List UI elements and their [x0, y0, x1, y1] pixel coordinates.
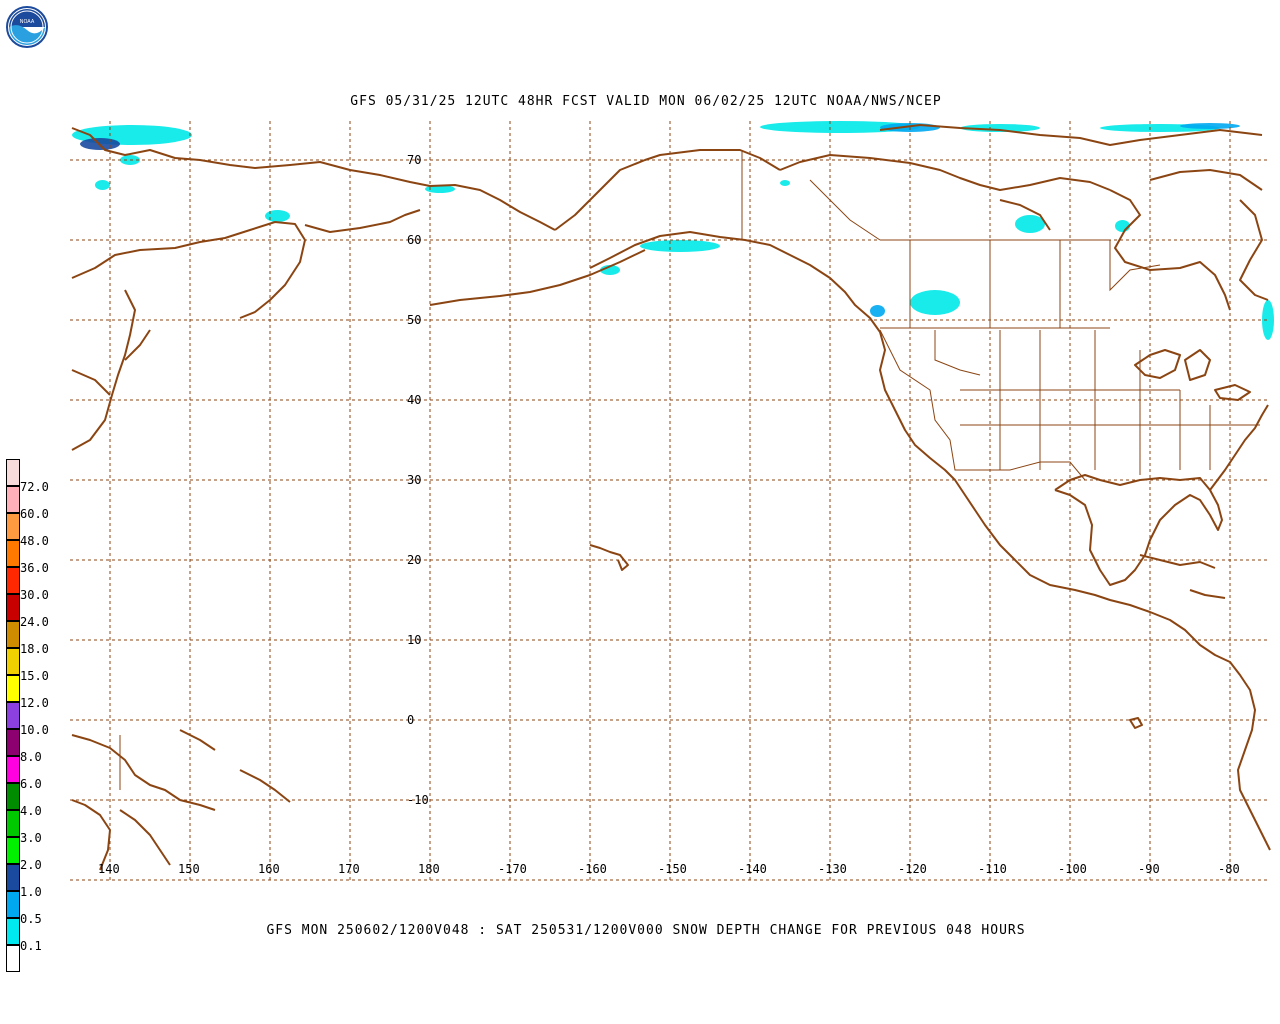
graticule: [70, 121, 1270, 881]
colorbar-label: 8.0: [20, 750, 42, 764]
lat-label: 30: [407, 473, 421, 487]
snow-area: [425, 185, 455, 193]
snow-area: [95, 180, 110, 190]
colorbar-swatch: [6, 891, 20, 918]
lon-label: -150: [658, 862, 687, 876]
snow-area: [780, 180, 790, 186]
colorbar-label: 36.0: [20, 561, 49, 575]
colorbar-swatch: [6, 729, 20, 756]
lon-label: -90: [1138, 862, 1160, 876]
colorbar-label: 1.0: [20, 885, 42, 899]
map-caption: GFS MON 250602/1200V048 : SAT 250531/120…: [266, 923, 1026, 938]
colorbar-label: 15.0: [20, 669, 49, 683]
colorbar-label: 18.0: [20, 642, 49, 656]
coastlines: [71, 124, 1271, 871]
lon-label: -100: [1058, 862, 1087, 876]
map-title: GFS 05/31/25 12UTC 48HR FCST VALID MON 0…: [350, 94, 942, 109]
lat-label: 40: [407, 393, 421, 407]
colorbar-label: 60.0: [20, 507, 49, 521]
lon-label: -80: [1218, 862, 1240, 876]
colorbar-label: 6.0: [20, 777, 42, 791]
snow-area: [265, 210, 290, 222]
lat-label: 60: [407, 233, 421, 247]
longitude-labels: 140 150 160 170 180 -170 -160 -150 -140 -130 -120 -…: [98, 862, 1240, 876]
colorbar-label: 72.0: [20, 480, 49, 494]
snow-area: [640, 240, 720, 252]
colorbar-label: 0.1: [20, 939, 42, 953]
lat-label: 70: [407, 153, 421, 167]
colorbar-swatch: [6, 756, 20, 783]
colorbar-swatch: [6, 486, 20, 513]
colorbar-swatch: [6, 837, 20, 864]
colorbar-swatch: [6, 810, 20, 837]
snow-area: [910, 290, 960, 315]
colorbar-swatch: [6, 567, 20, 594]
lat-label: 10: [407, 633, 421, 647]
colorbar-label: 48.0: [20, 534, 49, 548]
lat-label: 0: [407, 713, 414, 727]
colorbar-label: 2.0: [20, 858, 42, 872]
noaa-logo: NOAA: [6, 6, 48, 48]
colorbar-swatch: [6, 648, 20, 675]
colorbar-label: 30.0: [20, 588, 49, 602]
colorbar-label: 24.0: [20, 615, 49, 629]
lon-label: 180: [418, 862, 440, 876]
lat-label: 20: [407, 553, 421, 567]
colorbar-swatch: [6, 864, 20, 891]
colorbar-swatch: [6, 459, 20, 486]
colorbar-swatch: [6, 540, 20, 567]
colorbar-swatch: [6, 918, 20, 945]
lon-label: 150: [178, 862, 200, 876]
colorbar-swatch: [6, 621, 20, 648]
colorbar-label: 10.0: [20, 723, 49, 737]
colorbar-swatch: [6, 783, 20, 810]
lon-label: -110: [978, 862, 1007, 876]
lon-label: 140: [98, 862, 120, 876]
lat-label: -10: [407, 793, 429, 807]
colorbar-swatch: [6, 945, 20, 972]
colorbar-swatch: [6, 675, 20, 702]
colorbar-label: 3.0: [20, 831, 42, 845]
snow-area: [870, 305, 885, 317]
lat-label: 50: [407, 313, 421, 327]
colorbar-label: 4.0: [20, 804, 42, 818]
colorbar-swatch: [6, 702, 20, 729]
colorbar-label: 12.0: [20, 696, 49, 710]
colorbar-swatch: [6, 513, 20, 540]
snow-area: [1262, 300, 1274, 340]
colorbar-label: 0.5: [20, 912, 42, 926]
colorbar-swatch: [6, 594, 20, 621]
lon-label: -170: [498, 862, 527, 876]
lon-label: -120: [898, 862, 927, 876]
lon-label: 160: [258, 862, 280, 876]
snow-area: [1015, 215, 1045, 233]
lon-label: 170: [338, 862, 360, 876]
lon-label: -140: [738, 862, 767, 876]
latitude-labels: 70 60 50 40 30 20 10 0 -10: [407, 153, 429, 807]
logo-text: NOAA: [20, 19, 35, 25]
lon-label: -130: [818, 862, 847, 876]
snow-area: [1180, 123, 1240, 129]
lon-label: -160: [578, 862, 607, 876]
